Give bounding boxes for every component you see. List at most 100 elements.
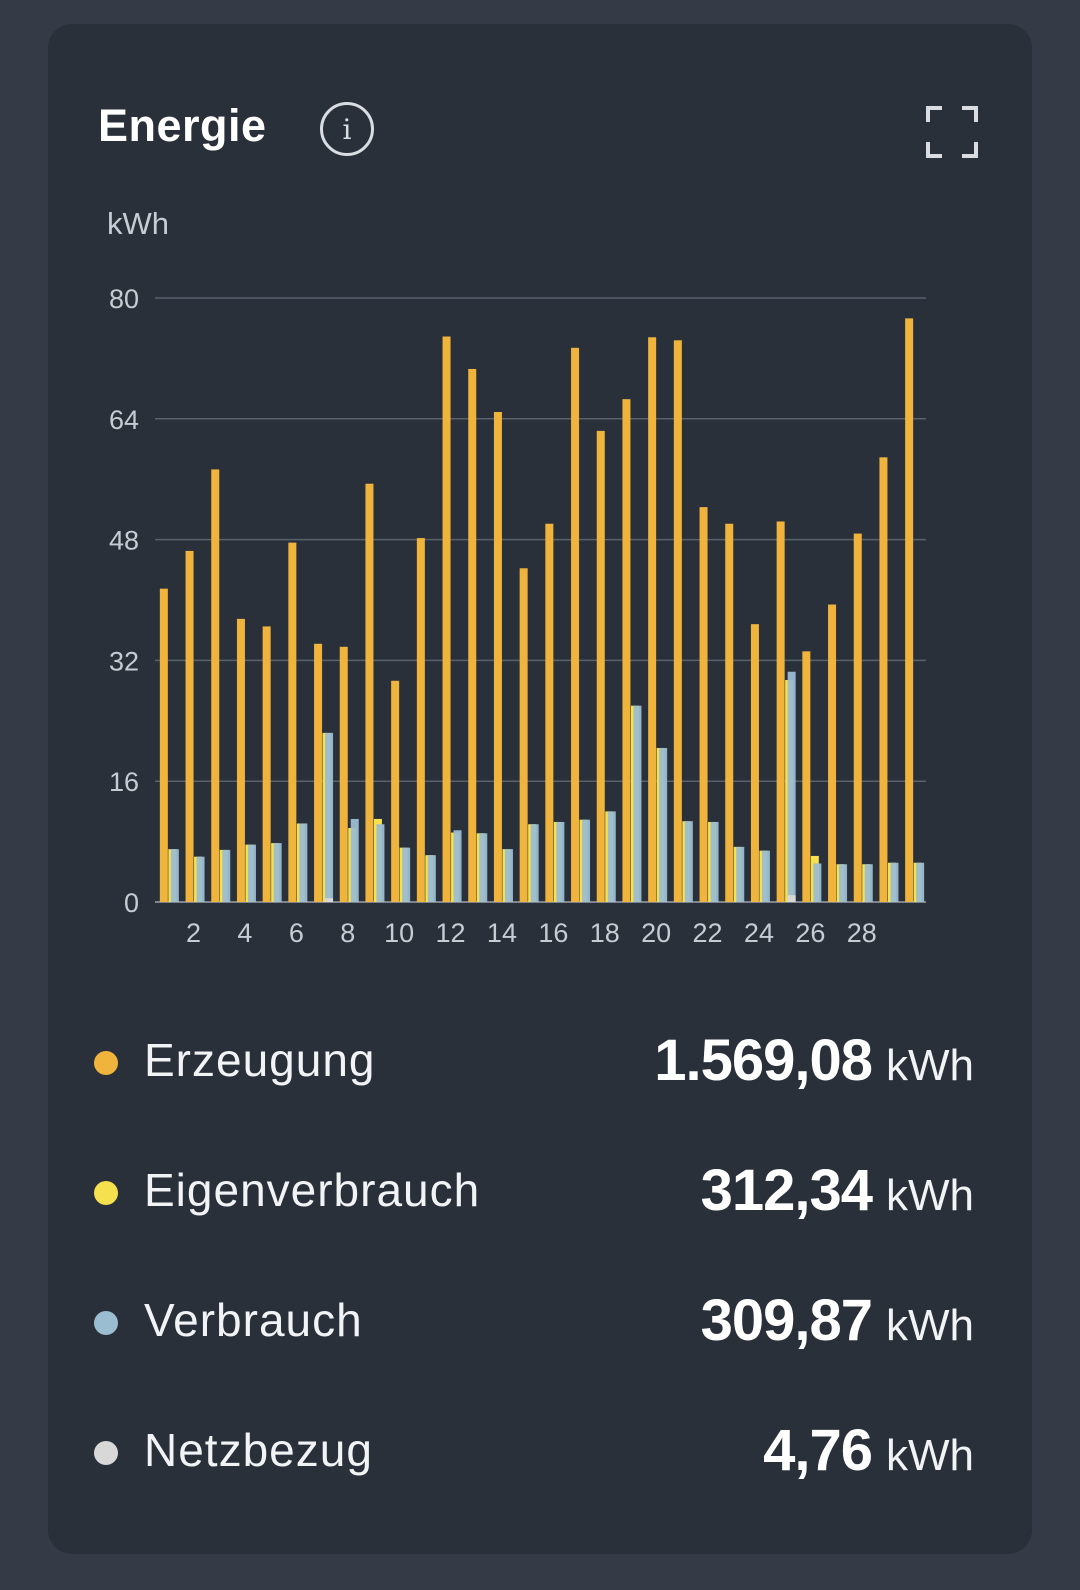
bar-erzeugung: [211, 469, 220, 902]
legend-number: 309,87: [700, 1288, 873, 1353]
legend-number: 1.569,08: [654, 1028, 873, 1093]
bar-netzbezug: [325, 898, 334, 902]
legend-value: 312,34 kWh: [701, 1157, 974, 1224]
bar-erzeugung: [391, 680, 400, 902]
bar-erzeugung: [853, 533, 862, 902]
bar-verbrauch: [556, 821, 565, 902]
bar-erzeugung: [442, 336, 451, 902]
bar-erzeugung: [699, 507, 708, 902]
legend-unit: kWh: [886, 1301, 974, 1350]
fullscreen-icon[interactable]: [926, 106, 978, 158]
legend-label: Verbrauch: [144, 1294, 363, 1346]
bar-netzbezug: [787, 895, 796, 902]
y-tick-label: 32: [109, 646, 139, 676]
bar-verbrauch: [350, 818, 359, 902]
bar-erzeugung: [802, 651, 811, 902]
bar-erzeugung: [905, 318, 914, 902]
x-tick-label: 12: [436, 918, 466, 948]
bar-verbrauch: [247, 844, 256, 902]
legend-label: Erzeugung: [144, 1034, 376, 1086]
bar-erzeugung: [185, 550, 194, 902]
bar-erzeugung: [776, 521, 785, 902]
x-tick-label: 24: [744, 918, 774, 948]
legend-value: 309,87 kWh: [701, 1287, 974, 1354]
bar-verbrauch: [864, 864, 873, 902]
bar-verbrauch: [325, 732, 334, 902]
bar-verbrauch: [890, 862, 899, 902]
y-tick-label: 64: [109, 405, 139, 435]
bar-verbrauch: [607, 811, 616, 902]
x-tick-label: 2: [186, 918, 201, 948]
netzbezug-dot-icon: [94, 1441, 118, 1465]
x-tick-label: 4: [237, 918, 252, 948]
x-tick-label: 6: [289, 918, 304, 948]
bar-erzeugung: [416, 538, 425, 902]
bar-verbrauch: [787, 671, 796, 902]
y-tick-label: 16: [109, 767, 139, 797]
bar-verbrauch: [839, 864, 848, 902]
bar-erzeugung: [596, 430, 605, 902]
legend-value: 4,76 kWh: [763, 1417, 974, 1484]
bar-erzeugung: [750, 624, 759, 902]
eigenverbrauch-dot-icon: [94, 1181, 118, 1205]
x-tick-label: 18: [590, 918, 620, 948]
legend-unit: kWh: [886, 1171, 974, 1220]
bar-verbrauch: [222, 849, 231, 902]
bar-verbrauch: [479, 833, 488, 902]
legend-value: 1.569,08 kWh: [654, 1027, 974, 1094]
energy-card: Energie i kWh 0 16 32 48 64 80 2 4 6 8 10 12 14 16 18 20…: [48, 24, 1032, 1554]
bar-verbrauch: [633, 705, 642, 902]
bar-verbrauch: [504, 849, 513, 902]
bar-erzeugung: [365, 483, 374, 902]
legend-label: Eigenverbrauch: [144, 1164, 481, 1216]
x-tick-label: 20: [641, 918, 671, 948]
bar-verbrauch: [273, 843, 282, 902]
bar-verbrauch: [170, 849, 179, 902]
legend-item-erzeugung: Erzeugung 1.569,08 kWh: [94, 1027, 974, 1097]
bar-erzeugung: [314, 643, 323, 902]
bar-verbrauch: [710, 821, 719, 902]
bar-erzeugung: [725, 523, 734, 902]
y-tick-label: 80: [109, 284, 139, 314]
bar-verbrauch: [736, 846, 745, 902]
bar-erzeugung: [468, 368, 477, 903]
bar-verbrauch: [916, 862, 925, 902]
bar-erzeugung: [339, 646, 348, 902]
legend-number: 4,76: [763, 1418, 873, 1483]
info-icon[interactable]: i: [320, 102, 374, 156]
bar-verbrauch: [582, 819, 591, 902]
legend-item-netzbezug: Netzbezug 4,76 kWh: [94, 1417, 974, 1487]
bar-erzeugung: [879, 457, 888, 902]
verbrauch-dot-icon: [94, 1311, 118, 1335]
legend-unit: kWh: [886, 1431, 974, 1480]
bar-erzeugung: [545, 523, 554, 902]
bar-verbrauch: [196, 856, 205, 902]
bar-erzeugung: [828, 604, 837, 902]
bar-verbrauch: [376, 824, 385, 902]
bar-verbrauch: [813, 863, 822, 902]
legend-number: 312,34: [700, 1158, 873, 1223]
y-axis-label: kWh: [107, 206, 169, 241]
x-tick-label: 28: [847, 918, 877, 948]
erzeugung-dot-icon: [94, 1051, 118, 1075]
bar-erzeugung: [262, 626, 271, 902]
bar-verbrauch: [684, 821, 693, 902]
legend-item-verbrauch: Verbrauch 309,87 kWh: [94, 1287, 974, 1357]
x-tick-label: 10: [384, 918, 414, 948]
y-tick-label: 48: [109, 526, 139, 556]
bar-verbrauch: [761, 850, 770, 902]
x-tick-label: 8: [340, 918, 355, 948]
bar-verbrauch: [530, 824, 539, 902]
bar-erzeugung: [571, 347, 580, 903]
x-tick-label: 16: [538, 918, 568, 948]
x-tick-label: 22: [693, 918, 723, 948]
x-tick-label: 14: [487, 918, 517, 948]
bar-erzeugung: [493, 412, 502, 902]
bar-verbrauch: [453, 830, 462, 902]
y-tick-label: 0: [124, 888, 139, 918]
card-title: Energie: [98, 100, 267, 151]
legend-item-eigenverbrauch: Eigenverbrauch 312,34 kWh: [94, 1157, 974, 1227]
legend-label: Netzbezug: [144, 1424, 373, 1476]
bar-erzeugung: [159, 588, 168, 902]
